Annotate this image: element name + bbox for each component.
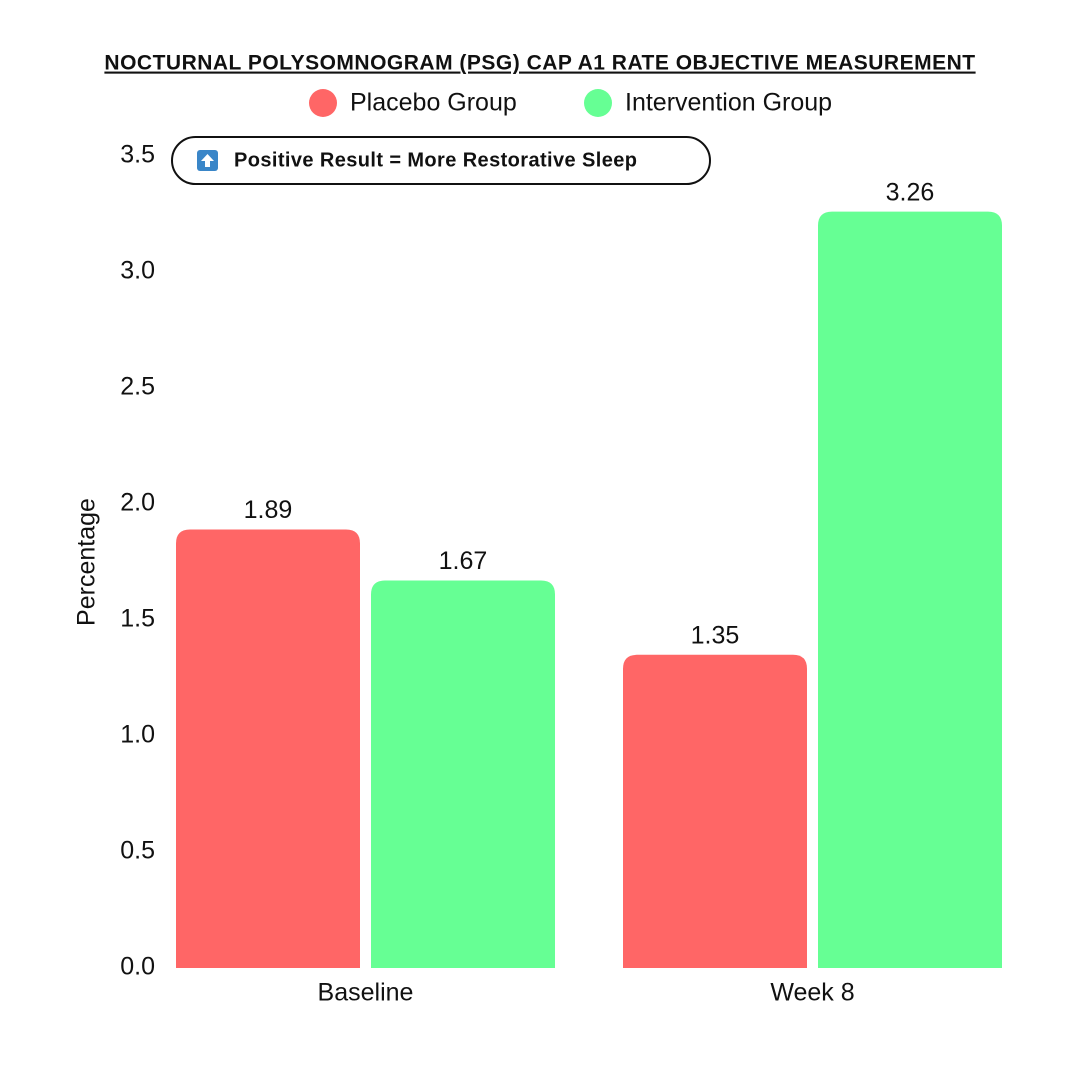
y-tick-label: 1.5 (120, 605, 155, 633)
bar (623, 654, 807, 968)
y-axis-label: Percentage (73, 498, 101, 626)
legend-marker (584, 89, 612, 117)
y-tick-label: 0.5 (120, 837, 155, 865)
y-tick-label: 3.0 (120, 257, 155, 285)
x-tick-label: Baseline (318, 979, 414, 1007)
legend-label: Intervention Group (625, 89, 832, 117)
x-tick-label: Week 8 (770, 979, 854, 1007)
legend-label: Placebo Group (350, 89, 517, 117)
data-label: 3.26 (886, 178, 935, 206)
annotation-box (171, 136, 711, 185)
bar (371, 580, 555, 968)
annotation: Positive Result = More Restorative Sleep (234, 149, 637, 171)
y-tick-label: 3.5 (120, 141, 155, 169)
y-tick-label: 2.5 (120, 373, 155, 401)
y-tick-label: 1.0 (120, 721, 155, 749)
data-label: 1.35 (691, 621, 740, 649)
data-label: 1.89 (244, 496, 293, 524)
chart-title: NOCTURNAL POLYSOMNOGRAM (PSG) CAP A1 RAT… (104, 52, 975, 75)
bar (818, 211, 1002, 968)
bar (176, 529, 360, 968)
legend-marker (309, 89, 337, 117)
y-tick-label: 0.0 (120, 953, 155, 981)
annotation-arrow (201, 154, 214, 167)
y-tick-label: 2.0 (120, 489, 155, 517)
data-label: 1.67 (439, 547, 488, 575)
